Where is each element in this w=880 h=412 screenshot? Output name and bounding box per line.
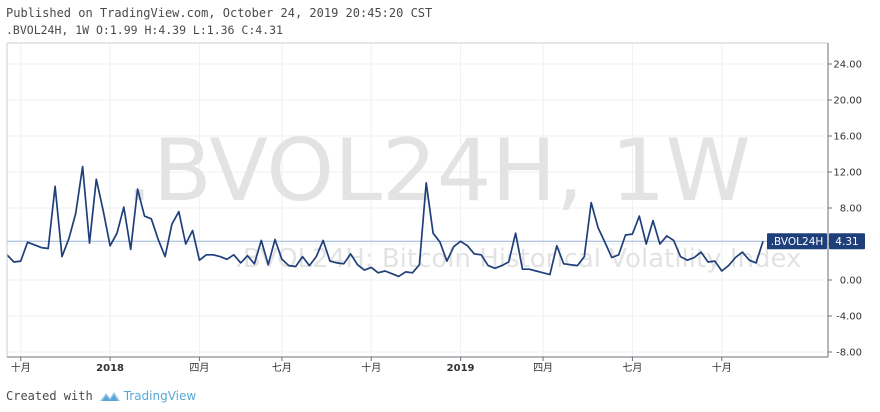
last-value-symbol: .BVOL24H — [771, 236, 824, 248]
time-tick-label: 十月 — [11, 361, 31, 374]
price-tick-label: 0.00 — [840, 276, 862, 287]
price-axis[interactable]: 24.0020.0016.0012.008.004.000.00-4.00-8.… — [828, 60, 862, 359]
tradingview-brand: TradingView — [123, 389, 197, 403]
price-tick-label: 8.00 — [840, 204, 862, 215]
time-tick-label: 四月 — [533, 362, 553, 374]
publish-info: Published on TradingView.com, October 24… — [6, 6, 433, 20]
time-tick-label: 七月 — [272, 362, 292, 374]
tradingview-link[interactable]: TradingView — [99, 389, 197, 403]
time-tick-label: 十月 — [712, 361, 732, 374]
created-with-label: Created with — [6, 389, 93, 403]
price-tick-label: 16.00 — [833, 132, 862, 143]
price-tick-label: -8.00 — [836, 348, 862, 359]
time-tick-label: 四月 — [189, 362, 209, 374]
price-tick-label: 20.00 — [833, 96, 862, 107]
series-line[interactable] — [6, 165, 764, 278]
price-tick-label: 24.00 — [833, 60, 862, 71]
last-value-tag: .BVOL24H 4.31 — [767, 233, 865, 250]
price-tick-label: 12.00 — [833, 168, 862, 179]
ohlc-info: .BVOL24H, 1W O:1.99 H:4.39 L:1.36 C:4.31 — [6, 23, 283, 37]
last-value-price: 4.31 — [835, 236, 858, 248]
footer: Created with TradingView — [6, 388, 196, 404]
time-tick-label: 七月 — [622, 362, 642, 374]
last-value-symbol-bg — [767, 233, 827, 250]
time-tick-label: 2018 — [96, 363, 124, 374]
top-spacer — [0, 0, 880, 43]
time-axis[interactable]: 十月 2018 四月 七月 十月 2019 四月 七月 十月 — [11, 357, 732, 374]
time-tick-label: 十月 — [361, 361, 381, 374]
time-tick-label: 2019 — [447, 363, 475, 374]
tradingview-logo-icon — [99, 392, 120, 401]
last-value-price-bg — [829, 233, 865, 250]
watermark-symbol: .BVOL24H, 1W — [125, 121, 750, 221]
price-tick-label: -4.00 — [836, 312, 862, 323]
grid-lines — [7, 43, 828, 357]
